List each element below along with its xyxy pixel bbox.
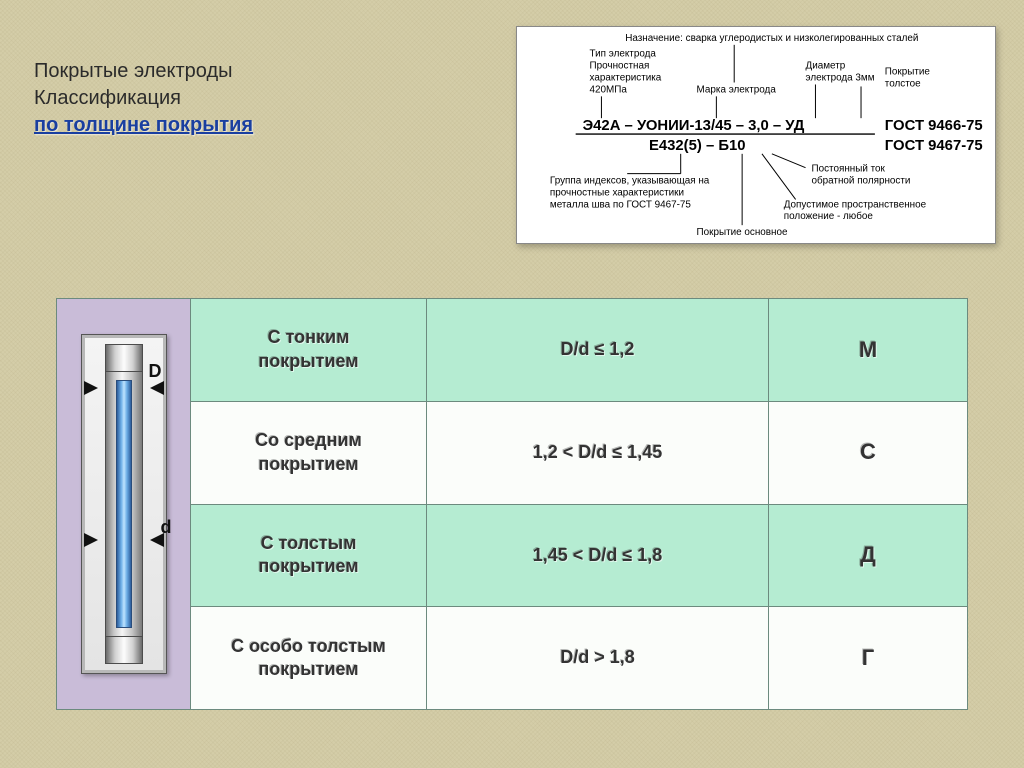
table-row: С тонкимпокрытиемD/d ≤ 1,2М xyxy=(191,299,967,401)
coating-name: С тонкимпокрытием xyxy=(191,299,427,401)
dl-diam-1: Диаметр xyxy=(806,61,846,72)
title-line-1: Покрытые электроды xyxy=(34,58,253,85)
inner-diameter-arrows xyxy=(84,533,164,547)
dl-cur-1: Постоянный ток xyxy=(811,164,885,175)
dl-type-2: Прочностная xyxy=(590,61,650,72)
coating-code: Г xyxy=(769,607,967,709)
outer-diameter-label: D xyxy=(149,361,162,382)
dl-type-3: характеристика xyxy=(590,73,662,84)
gost-2: ГОСТ 9467-75 xyxy=(885,138,983,154)
coating-code: С xyxy=(769,402,967,504)
dl-diam-2: электрода 3мм xyxy=(806,73,875,84)
table-row: Со среднимпокрытием1,2 < D/d ≤ 1,45С xyxy=(191,401,967,504)
coating-name: С толстымпокрытием xyxy=(191,505,427,607)
diameter-ratio: 1,45 < D/d ≤ 1,8 xyxy=(427,505,769,607)
diameter-ratio: D/d ≤ 1,2 xyxy=(427,299,769,401)
spec-line-2: Е432(5) – Б10 xyxy=(649,138,746,154)
coating-code: Д xyxy=(769,505,967,607)
dl-coat-2: толстое xyxy=(885,78,921,89)
dl-base: Покрытие основное xyxy=(697,227,788,238)
table-rows: С тонкимпокрытиемD/d ≤ 1,2МСо среднимпок… xyxy=(191,299,967,709)
dl-pos-2: положение - любое xyxy=(784,211,874,222)
table-row: С особо толстымпокрытиемD/d > 1,8Г xyxy=(191,606,967,709)
outer-diameter-arrows xyxy=(84,381,164,395)
electrode-spec-diagram: Назначение: сварка углеродистых и низкол… xyxy=(516,26,996,244)
title-block: Покрытые электроды Классификация по толщ… xyxy=(34,58,253,139)
dl-idx-2: прочностные характеристики xyxy=(550,187,684,198)
inner-diameter-label: d xyxy=(161,517,172,538)
dl-cur-2: обратной полярности xyxy=(811,176,910,187)
coating-code: М xyxy=(769,299,967,401)
dl-idx-3: металла шва по ГОСТ 9467-75 xyxy=(550,199,692,210)
dl-type-4: 420МПа xyxy=(590,84,628,95)
dl-idx-1: Группа индексов, указывающая на xyxy=(550,176,710,187)
dl-brand: Марка электрода xyxy=(697,84,777,95)
title-line-3: по толщине покрытия xyxy=(34,112,253,139)
diagram-top-note: Назначение: сварка углеродистых и низкол… xyxy=(625,33,918,44)
title-line-2: Классификация xyxy=(34,85,253,112)
dl-type-1: Тип электрода xyxy=(590,49,657,60)
dl-pos-1: Допустимое пространственное xyxy=(784,199,927,210)
gost-1: ГОСТ 9466-75 xyxy=(885,118,983,134)
spec-line-1: Э42А – УОНИИ-13/45 – 3,0 – УД xyxy=(583,118,805,134)
diameter-ratio: 1,2 < D/d ≤ 1,45 xyxy=(427,402,769,504)
coating-name: С особо толстымпокрытием xyxy=(191,607,427,709)
diameter-ratio: D/d > 1,8 xyxy=(427,607,769,709)
coating-thickness-table: D d С тонкимпокрытиемD/d ≤ 1,2МСо средни… xyxy=(56,298,968,710)
electrode-illustration: D d xyxy=(57,299,191,709)
coating-name: Со среднимпокрытием xyxy=(191,402,427,504)
dl-coat-1: Покрытие xyxy=(885,67,931,78)
table-row: С толстымпокрытием1,45 < D/d ≤ 1,8Д xyxy=(191,504,967,607)
